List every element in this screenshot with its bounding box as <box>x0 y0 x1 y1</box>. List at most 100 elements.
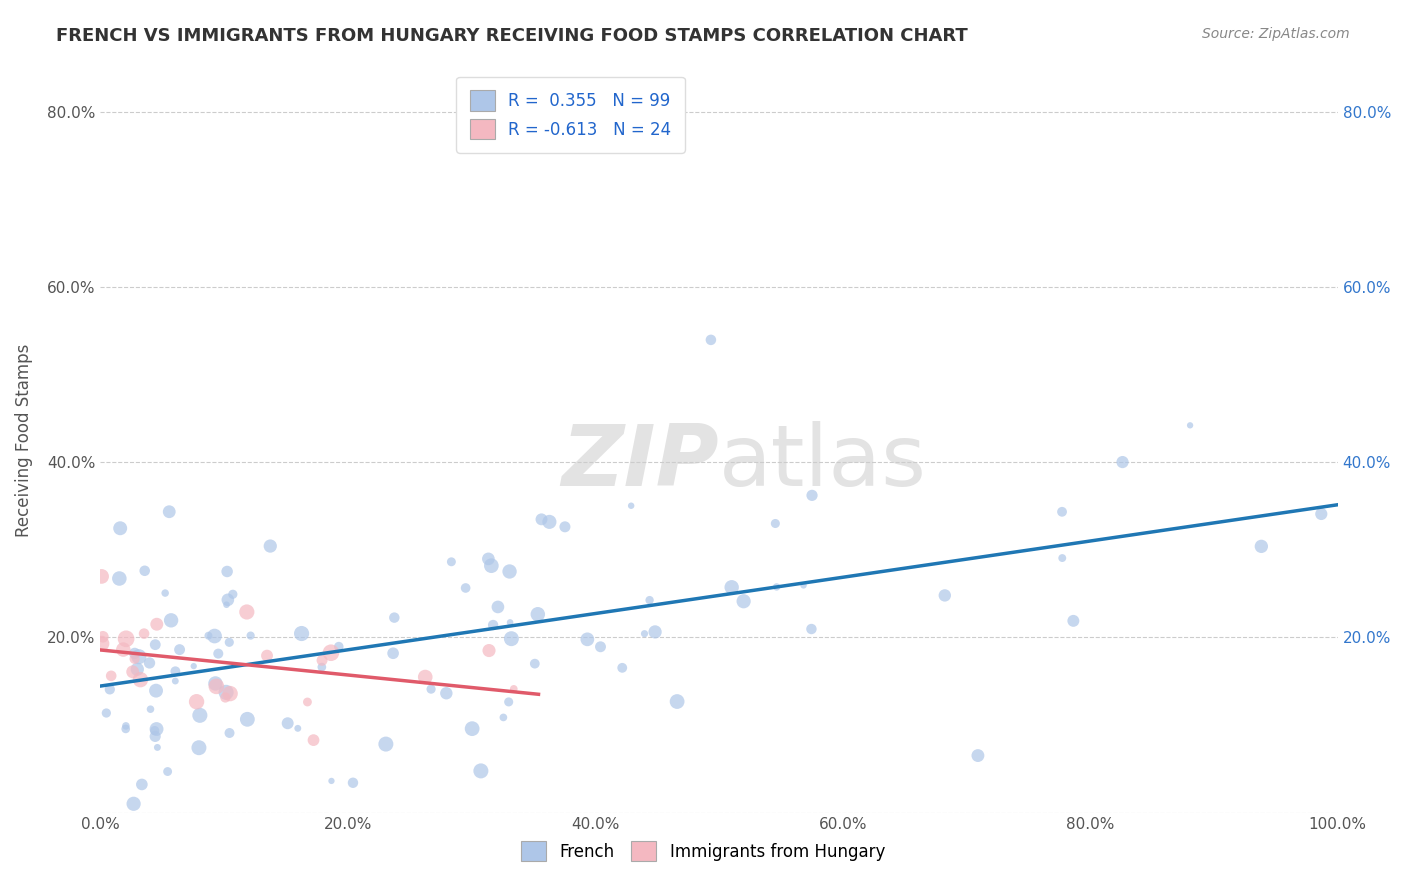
Point <box>145 683 167 698</box>
Point <box>127 662 149 676</box>
Point <box>1050 505 1073 519</box>
Text: Source: ZipAtlas.com: Source: ZipAtlas.com <box>1202 27 1350 41</box>
Point <box>169 642 191 657</box>
Point <box>153 586 176 600</box>
Point <box>91 630 114 644</box>
Point <box>236 605 259 619</box>
Point <box>486 599 509 614</box>
Point <box>115 719 138 733</box>
Point <box>644 624 666 639</box>
Point <box>139 702 162 716</box>
Point <box>1062 614 1084 628</box>
Point <box>122 797 145 811</box>
Point <box>217 565 239 579</box>
Point <box>612 661 634 675</box>
Point <box>1052 551 1074 566</box>
Text: ZIP: ZIP <box>561 421 718 504</box>
Point <box>145 722 167 736</box>
Point <box>700 333 723 347</box>
Point <box>186 695 208 709</box>
Point <box>420 682 443 697</box>
Point <box>165 673 187 688</box>
Point <box>321 773 343 788</box>
Point <box>236 712 259 726</box>
Point <box>98 682 121 697</box>
Point <box>218 726 240 740</box>
Point <box>311 660 333 674</box>
Point <box>733 594 755 608</box>
Point <box>763 516 786 531</box>
Point <box>108 572 131 586</box>
Point <box>239 629 262 643</box>
Point <box>115 632 138 646</box>
Point <box>297 695 319 709</box>
Point <box>204 629 226 643</box>
Point <box>1310 507 1333 521</box>
Point <box>801 488 824 502</box>
Point <box>183 659 205 673</box>
Point <box>638 593 661 607</box>
Point <box>187 740 209 755</box>
Point <box>302 733 325 747</box>
Point <box>188 708 211 723</box>
Point <box>434 686 457 700</box>
Point <box>374 737 396 751</box>
Point <box>454 581 477 595</box>
Point <box>620 499 643 513</box>
Point <box>124 652 146 666</box>
Legend: French, Immigrants from Hungary: French, Immigrants from Hungary <box>508 828 898 875</box>
Point <box>219 687 242 701</box>
Point <box>328 640 350 654</box>
Point <box>576 632 599 647</box>
Point <box>342 776 364 790</box>
Point <box>215 598 238 612</box>
Point <box>382 646 405 660</box>
Point <box>100 669 122 683</box>
Point <box>146 740 169 755</box>
Point <box>765 580 787 594</box>
Point <box>793 578 815 592</box>
Point <box>143 638 166 652</box>
Text: atlas: atlas <box>718 421 927 504</box>
Point <box>1178 418 1201 433</box>
Point <box>934 589 956 603</box>
Point <box>492 710 515 724</box>
Point <box>121 665 143 679</box>
Point <box>143 730 166 744</box>
Point <box>138 656 160 670</box>
Point <box>143 723 166 738</box>
Point <box>800 622 823 636</box>
Point <box>218 635 240 649</box>
Point <box>128 649 150 664</box>
Point <box>720 580 742 594</box>
Point <box>132 626 155 640</box>
Point <box>214 690 236 705</box>
Point <box>96 706 118 720</box>
Point <box>156 764 179 779</box>
Point <box>129 673 152 687</box>
Point <box>382 610 405 624</box>
Point <box>967 748 990 763</box>
Point <box>501 632 523 646</box>
Point <box>666 694 689 708</box>
Point <box>287 722 309 736</box>
Point <box>461 722 484 736</box>
Point <box>319 646 342 660</box>
Point <box>589 640 612 654</box>
Point <box>527 607 550 622</box>
Point <box>1111 455 1133 469</box>
Point <box>499 615 522 630</box>
Point <box>90 569 112 583</box>
Point <box>90 637 112 651</box>
Point <box>207 647 229 661</box>
Point <box>157 505 180 519</box>
Point <box>134 564 156 578</box>
Point <box>215 685 238 699</box>
Point <box>311 653 333 667</box>
Y-axis label: Receiving Food Stamps: Receiving Food Stamps <box>15 343 32 537</box>
Point <box>477 552 499 566</box>
Point <box>530 512 553 526</box>
Point <box>217 592 239 607</box>
Point <box>259 539 281 553</box>
Point <box>124 646 146 660</box>
